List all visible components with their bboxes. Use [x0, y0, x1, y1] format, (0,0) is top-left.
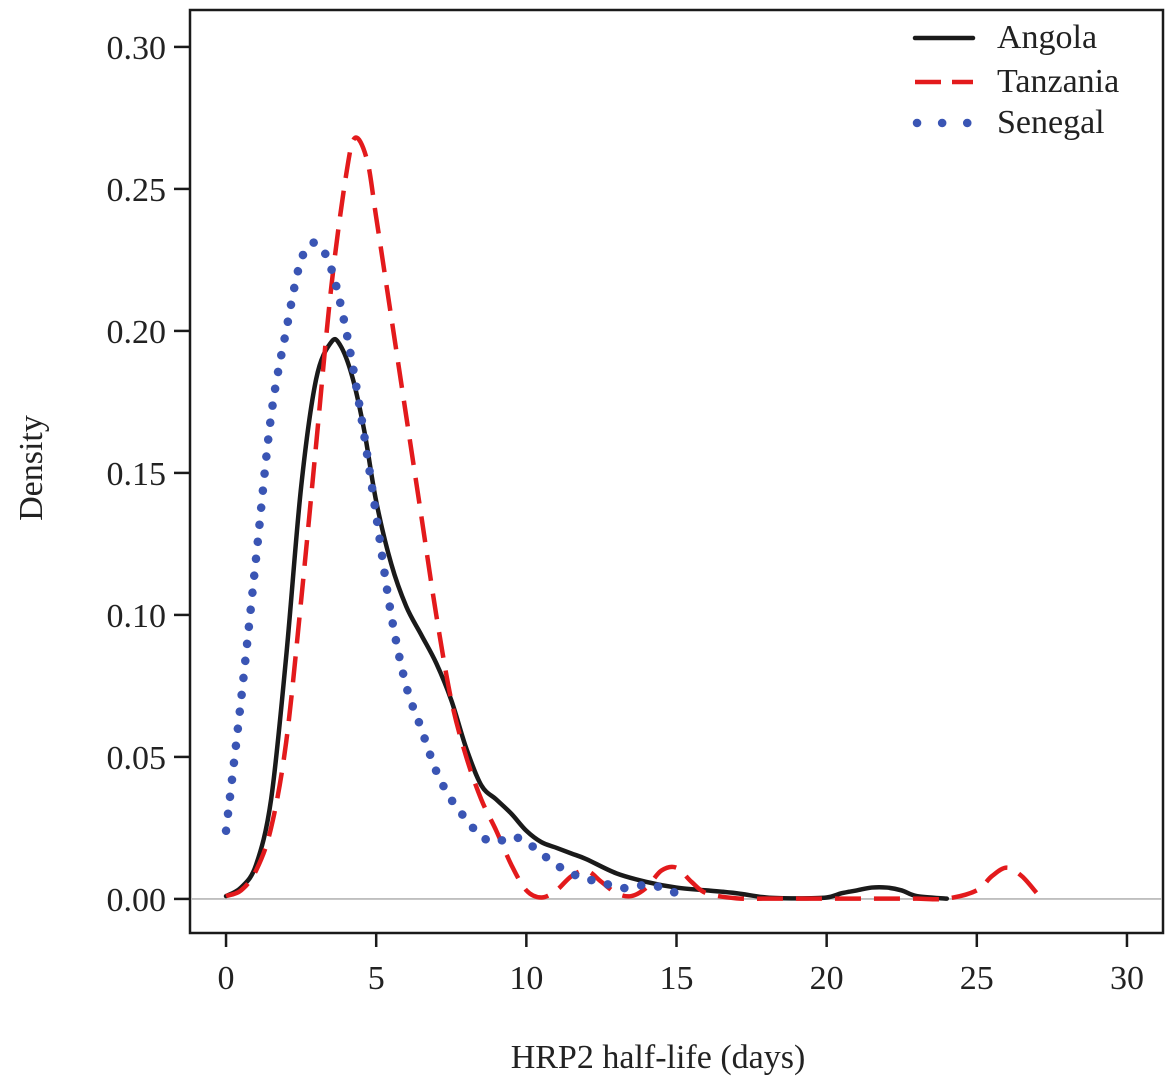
series-line-tanzania — [225, 135, 1039, 902]
legend-label-tanzania: Tanzania — [997, 63, 1119, 100]
series-line-angola — [223, 337, 950, 901]
y-tick-label: 0.25 — [107, 172, 167, 209]
y-axis-title: Density — [13, 415, 50, 521]
y-tick-label: 0.15 — [107, 456, 167, 493]
legend: Angola Tanzania Senegal — [912, 19, 1119, 141]
x-tick-label: 15 — [660, 960, 694, 997]
x-axis-title: HRP2 half-life (days) — [511, 1039, 806, 1076]
y-axis: 0.00 0.05 0.10 0.15 0.20 0.25 0.30 — [107, 30, 190, 919]
plot-frame — [188, 8, 1165, 935]
x-tick-label: 20 — [810, 960, 844, 997]
y-tick-label: 0.30 — [107, 30, 167, 67]
legend-label-senegal: Senegal — [997, 104, 1105, 141]
x-tick-label: 5 — [368, 960, 385, 997]
x-axis: 0 5 10 15 20 25 30 — [218, 933, 1144, 997]
series-line-senegal — [221, 238, 681, 898]
x-tick-label: 0 — [218, 960, 235, 997]
x-tick-label: 10 — [509, 960, 543, 997]
y-tick-label: 0.05 — [107, 740, 167, 777]
legend-label-angola: Angola — [997, 19, 1097, 56]
plot-border — [188, 8, 1165, 935]
series-layer — [221, 135, 1039, 902]
x-tick-label: 30 — [1110, 960, 1144, 997]
y-tick-label: 0.10 — [107, 598, 167, 635]
y-tick-label: 0.20 — [107, 314, 167, 351]
x-tick-label: 25 — [960, 960, 994, 997]
y-tick-label: 0.00 — [107, 882, 167, 919]
